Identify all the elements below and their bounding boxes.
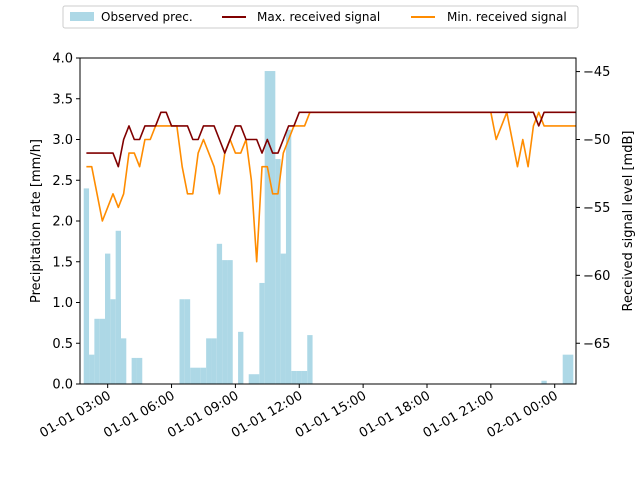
- left-tick-label: 2.0: [52, 215, 73, 230]
- x-tick-label: 01-01 15:00: [293, 388, 369, 441]
- precip-bar: [190, 367, 196, 384]
- right-tick-label: −60: [583, 269, 610, 284]
- precip-bar: [285, 129, 292, 384]
- legend-swatch-observed-prec: [70, 12, 94, 21]
- precip-bar: [120, 338, 127, 384]
- precip-bar: [200, 367, 207, 384]
- precip-bar: [264, 71, 270, 384]
- precip-bar: [115, 230, 121, 384]
- precip-bar: [131, 357, 137, 384]
- precip-bar: [259, 282, 265, 384]
- right-tick-label: −65: [583, 337, 610, 352]
- left-tick-label: 3.5: [52, 92, 73, 107]
- precip-bar: [291, 370, 297, 384]
- precip-bar: [222, 260, 228, 384]
- x-tick-label: 01-01 21:00: [421, 388, 497, 441]
- x-tick-label: 01-01 03:00: [37, 388, 113, 441]
- left-axis: 0.0 0.5 1.0 1.5 2.0 2.5 3.0 3.5 4.0: [52, 52, 80, 393]
- lines-layer: [86, 111, 576, 263]
- precip-bar: [254, 374, 260, 384]
- precip-bar: [269, 71, 276, 384]
- precip-bar: [89, 354, 95, 384]
- precip-bar: [136, 357, 143, 384]
- right-tick-label: −55: [583, 201, 610, 216]
- precip-bar: [99, 318, 106, 384]
- legend: Observed prec. Max. received signal Min.…: [62, 5, 579, 29]
- precip-bar: [195, 367, 201, 384]
- precip-bar: [562, 354, 569, 384]
- left-tick-label: 2.5: [52, 174, 73, 189]
- precip-bar: [568, 354, 574, 384]
- left-tick-label: 1.0: [52, 296, 73, 311]
- precip-bar: [301, 370, 308, 384]
- precip-bar: [105, 253, 111, 384]
- precip-bar: [211, 338, 217, 384]
- left-tick-label: 1.5: [52, 255, 73, 270]
- precip-bar: [206, 338, 212, 384]
- right-tick-label: −50: [583, 133, 610, 148]
- right-tick-label: −45: [583, 65, 610, 80]
- left-tick-label: 3.0: [52, 133, 73, 148]
- precip-bar: [227, 260, 233, 384]
- precip-bar: [94, 318, 100, 384]
- left-tick-label: 4.0: [52, 52, 73, 67]
- precip-bar: [238, 331, 244, 384]
- precip-bar: [307, 335, 313, 384]
- precip-bar: [216, 243, 223, 384]
- legend-label-observed-prec: Observed prec.: [101, 10, 193, 24]
- precip-bar: [541, 380, 547, 384]
- left-axis-label: Precipitation rate [mm/h]: [29, 139, 44, 303]
- x-tick-label: 02-01 00:00: [484, 388, 560, 441]
- left-tick-label: 0.5: [52, 337, 73, 352]
- x-tick-label: 01-01 18:00: [357, 388, 433, 441]
- right-axis: −65 −60 −55 −50 −45: [576, 65, 610, 352]
- max-signal-line: [86, 111, 576, 168]
- precip-bar: [83, 188, 90, 384]
- bars-layer: [83, 71, 574, 384]
- precip-bar: [296, 370, 302, 384]
- min-signal-line: [86, 111, 576, 263]
- precip-bar: [179, 299, 185, 384]
- plot-frame: [79, 57, 577, 385]
- left-tick-label: 0.0: [52, 378, 73, 393]
- right-axis-label: Received signal level [mdB]: [621, 131, 636, 312]
- legend-label-min-signal: Min. received signal: [447, 10, 567, 24]
- precip-bar: [248, 374, 255, 384]
- precip-bar: [184, 299, 191, 384]
- legend-frame: [62, 5, 579, 29]
- precip-bar: [275, 159, 281, 384]
- legend-label-max-signal: Max. received signal: [257, 10, 380, 24]
- x-tick-label: 01-01 06:00: [101, 388, 177, 441]
- x-tick-label: 01-01 12:00: [229, 388, 305, 441]
- x-tick-label: 01-01 09:00: [165, 388, 241, 441]
- precip-bar: [280, 253, 286, 384]
- precip-bar: [110, 299, 116, 384]
